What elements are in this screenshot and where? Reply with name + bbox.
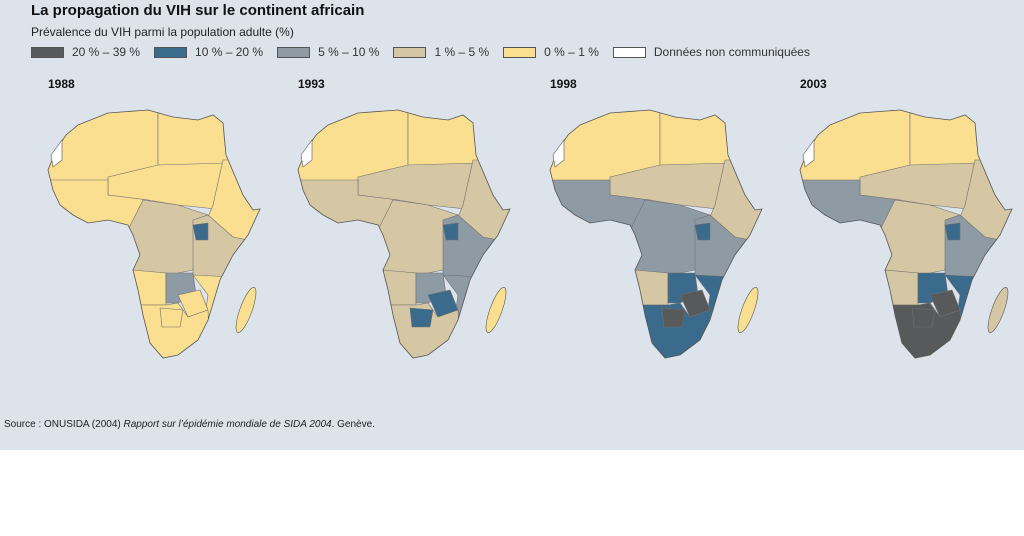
source-suffix: . Genève. [331, 419, 375, 430]
region-botswana [409, 307, 434, 328]
year-label: 1988 [48, 77, 75, 91]
legend-label: 20 % – 39 % [72, 45, 141, 59]
region-madagascar [235, 287, 257, 333]
region-madagascar [485, 287, 507, 333]
region-madagascar [987, 287, 1009, 333]
legend-item: Données non communiquées [612, 45, 810, 59]
region-no-data [552, 139, 565, 168]
region-botswana [661, 307, 686, 328]
region-botswana [159, 307, 184, 328]
region-angola [634, 269, 669, 306]
legend-swatch [154, 46, 188, 58]
legend-label: 5 % – 10 % [318, 45, 380, 59]
legend-label: 1 % – 5 % [434, 45, 490, 59]
year-label: 1998 [550, 77, 577, 91]
legend: 20 % – 39 % 10 % – 20 % 5 % – 10 % 1 % – 5 … [31, 45, 810, 59]
region-uganda [944, 222, 961, 241]
legend-item: 5 % – 10 % [277, 45, 379, 59]
legend-label: 10 % – 20 % [195, 45, 264, 59]
legend-item: 20 % – 39 % [31, 45, 140, 59]
region-no-data [50, 139, 63, 168]
figure-panel: La propagation du VIH sur le continent a… [0, 0, 1024, 450]
continent-outline [47, 109, 261, 359]
region-uganda [192, 222, 209, 241]
africa-map-1988 [47, 109, 261, 359]
region-uganda [694, 222, 711, 241]
legend-item: 10 % – 20 % [154, 45, 263, 59]
africa-map-1993 [297, 109, 511, 359]
legend-label: 0 % – 1 % [544, 45, 599, 59]
continent-outline [549, 109, 763, 359]
region-angola [884, 269, 919, 306]
legend-item: 0 % – 1 % [503, 45, 599, 59]
source-note: Source : ONUSIDA (2004) Rapport sur l’ép… [4, 419, 375, 430]
region-no-data [802, 139, 815, 168]
legend-swatch [503, 46, 537, 58]
legend-swatch [393, 46, 427, 58]
region-uganda [442, 222, 459, 241]
region-angola [132, 269, 167, 306]
region-north [909, 110, 1012, 168]
source-prefix: Source : ONUSIDA (2004) [4, 419, 124, 430]
legend-title: Prévalence du VIH parmi la population ad… [31, 25, 294, 39]
year-label: 2003 [800, 77, 827, 91]
figure-title: La propagation du VIH sur le continent a… [31, 2, 365, 19]
legend-swatch [31, 46, 64, 58]
continent-outline [297, 109, 511, 359]
region-north [407, 110, 510, 168]
africa-map-2003 [799, 109, 1013, 359]
region-angola [382, 269, 417, 306]
region-north [659, 110, 762, 168]
legend-swatch [612, 46, 646, 58]
legend-item: 1 % – 5 % [393, 45, 489, 59]
legend-swatch [277, 46, 311, 58]
legend-label: Données non communiquées [653, 45, 810, 59]
region-botswana [911, 307, 936, 328]
region-north [157, 110, 260, 168]
year-label: 1993 [298, 77, 325, 91]
source-title: Rapport sur l’épidémie mondiale de SIDA … [123, 419, 332, 430]
continent-outline [799, 109, 1013, 359]
region-no-data [300, 139, 313, 168]
region-madagascar [737, 287, 759, 333]
africa-map-1998 [549, 109, 763, 359]
